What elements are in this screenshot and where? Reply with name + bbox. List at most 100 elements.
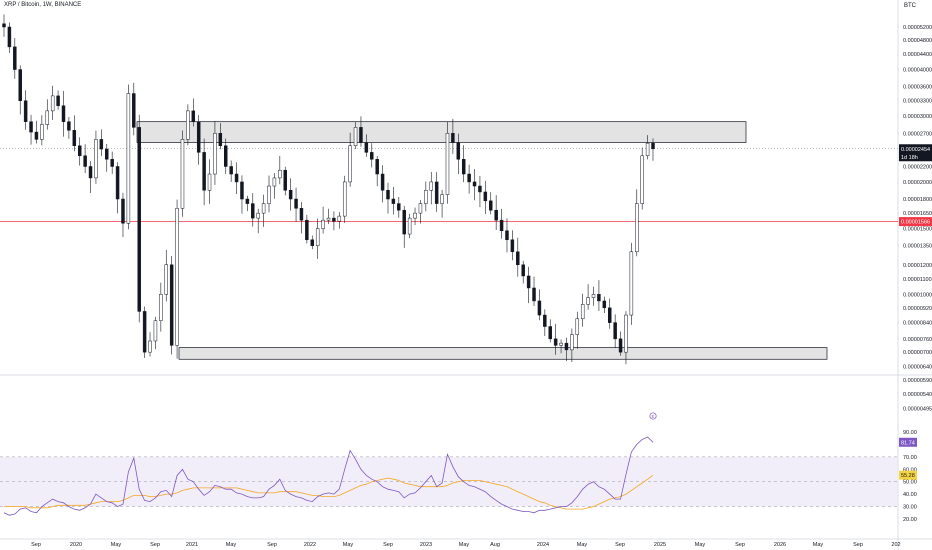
time-tick-label: 2023 — [420, 542, 432, 548]
candle-body — [305, 219, 309, 241]
time-tick-label: May — [577, 542, 588, 548]
candle-body — [202, 152, 206, 191]
candle-body — [548, 326, 552, 340]
candle-body — [397, 203, 401, 211]
candle-body — [315, 228, 320, 246]
candle-body — [7, 26, 12, 48]
candle-body — [580, 304, 585, 320]
candle-body — [456, 142, 461, 160]
price-tick-label: 0.00005200 — [903, 25, 932, 31]
support-zone — [178, 347, 828, 360]
candle-body — [510, 239, 515, 253]
rsi-band — [0, 456, 898, 507]
rsi-ma-line — [4, 474, 654, 510]
candle-body — [251, 203, 255, 219]
event-marker-icon — [649, 412, 657, 420]
candle-body — [499, 219, 504, 232]
candle-body — [234, 173, 239, 183]
rsi-tick-label: 40.00 — [903, 492, 917, 498]
price-tick-label: 0.00004800 — [903, 38, 932, 44]
candle-body — [424, 190, 428, 204]
candle-body — [461, 159, 466, 175]
candle-body — [191, 110, 196, 122]
price-tick-label: 0.00002700 — [903, 131, 932, 137]
candle-body — [364, 142, 369, 153]
time-tick-label: 2021 — [186, 542, 198, 548]
candle-body — [332, 217, 336, 222]
currency-label: BTC — [904, 3, 916, 9]
time-tick-label: May — [813, 542, 824, 548]
candle-body — [288, 190, 293, 200]
rsi-ma-badge-bg — [899, 470, 917, 480]
candle-body — [321, 219, 325, 229]
price-tick-label: 0.00001200 — [903, 263, 932, 269]
price-tick-label: 0.00001100 — [903, 277, 932, 283]
time-tick-label: Sep — [31, 542, 41, 548]
price-tick-label: 0.00003600 — [903, 85, 932, 91]
candle-body — [353, 127, 358, 147]
candle-body — [532, 287, 536, 302]
candle-body — [256, 212, 260, 219]
candle-body — [196, 121, 201, 153]
candle-body — [50, 95, 55, 112]
time-tick-label: Sep — [383, 542, 393, 548]
candle-body — [13, 46, 17, 70]
candle-body — [537, 300, 542, 316]
last-price-badge-bg — [899, 144, 932, 154]
price-tick-label: 0.00002200 — [903, 164, 932, 170]
candle-body — [407, 217, 412, 235]
time-tick-label: 2024 — [537, 542, 549, 548]
candle-body — [640, 155, 644, 204]
price-tick-label: 0.00000760 — [903, 337, 932, 343]
time-tick-label: May — [459, 542, 470, 548]
candle-body — [115, 166, 120, 200]
candle-body — [359, 127, 363, 143]
time-tick-label: Sep — [267, 542, 277, 548]
time-tick-label: May — [111, 542, 122, 548]
chart-title: XRP / Bitcoin, 1W, BINANCE — [4, 2, 82, 8]
price-tick-label: 0.00000590 — [903, 378, 932, 384]
price-tick-label: 0.00001500 — [903, 227, 932, 233]
candle-body — [169, 264, 174, 346]
candle-body — [575, 318, 580, 335]
candle-body — [618, 338, 623, 353]
candle-body — [175, 208, 179, 346]
candle-body — [23, 100, 28, 122]
candle-body — [645, 142, 650, 157]
candle-body — [380, 173, 385, 191]
candle-body — [121, 198, 125, 224]
candle-body — [267, 185, 271, 204]
candle-body — [18, 69, 22, 101]
candle-body — [207, 173, 212, 191]
price-tick-label: 0.00000495 — [903, 406, 932, 412]
countdown-badge: 1d 18h — [901, 155, 918, 161]
time-tick-label: Sep — [853, 542, 863, 548]
candle-body — [467, 173, 471, 183]
candle-body — [375, 159, 379, 175]
candle-body — [602, 300, 607, 309]
price-tick-label: 0.00003300 — [903, 99, 932, 105]
candle-body — [45, 110, 50, 125]
candle-body — [126, 93, 131, 224]
candle-body — [483, 191, 488, 202]
price-tick-label: 0.00000640 — [903, 365, 932, 371]
candle-body — [342, 181, 347, 217]
price-tick-label: 0.00002000 — [903, 180, 932, 186]
horizontal-line-badge: 0.00001566 — [901, 220, 930, 226]
time-tick-label: Sep — [150, 542, 160, 548]
candle-body — [278, 169, 282, 179]
candle-body — [142, 311, 147, 353]
rsi-tick-label: 50.00 — [903, 480, 917, 486]
candle-body — [110, 159, 114, 167]
candle-body — [521, 264, 525, 277]
time-tick-label: May — [343, 542, 354, 548]
candle-body — [240, 181, 244, 200]
candle-body — [72, 130, 77, 147]
horizontal-line-badge-bg — [899, 217, 932, 227]
candle-body — [597, 294, 601, 302]
rsi-tick-label: 30.00 — [903, 505, 917, 511]
candle-body — [224, 145, 228, 167]
candle-body — [29, 121, 33, 133]
time-tick-label: 2022 — [304, 542, 316, 548]
